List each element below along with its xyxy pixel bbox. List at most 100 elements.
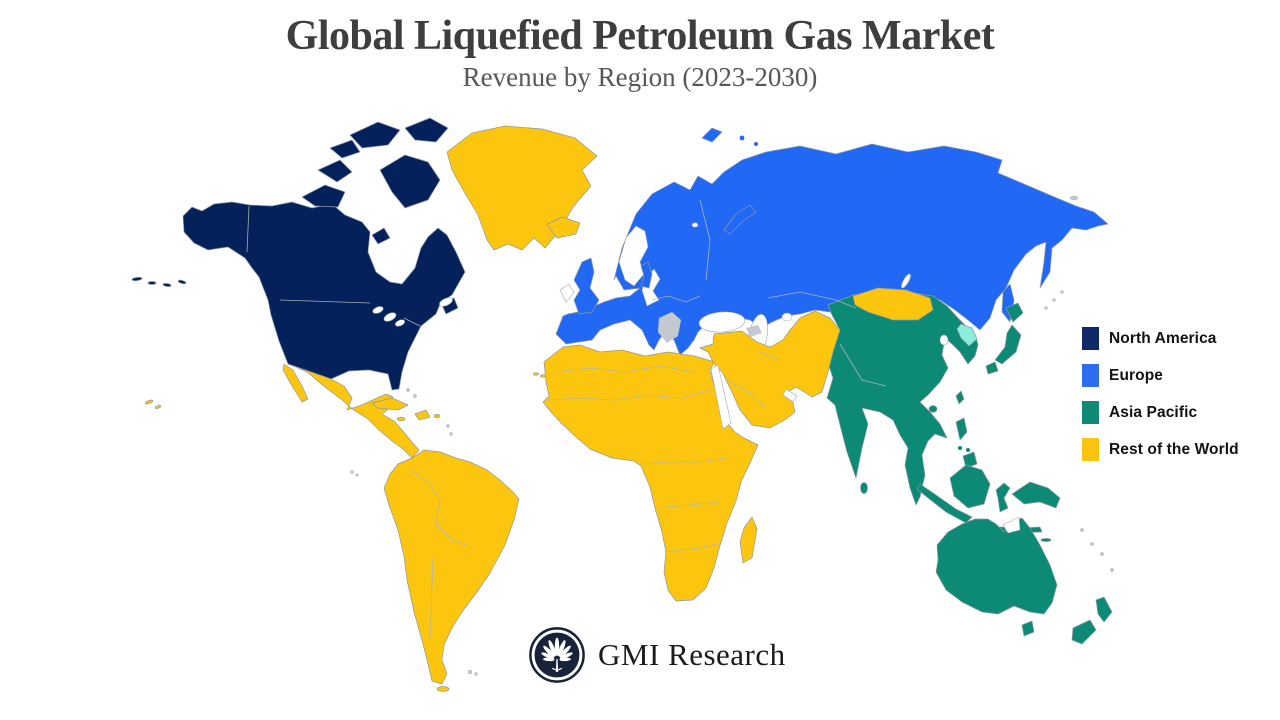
aleutian-island [131,276,143,282]
asia-mainland [826,290,979,506]
swatch-rect [1082,364,1099,387]
palm-roots [551,667,563,671]
palm-frond [557,640,566,657]
aral-sea [781,312,793,322]
legend-swatch-north-america [1082,327,1099,350]
lake-baikal [901,273,911,289]
region-asia-pacific [826,290,1113,645]
pacific-island [1110,568,1114,572]
swatch-rect [1082,438,1099,461]
svalbard [701,127,723,143]
tierra-del-fuego [436,686,450,692]
border-china-india [839,343,887,387]
sweden-uncolored [618,225,649,287]
franz-josef-land [739,135,745,141]
lesser-antilles [449,432,453,436]
na-island-ellesmere [349,121,401,149]
eurasia-blue [555,143,1109,356]
palm-frond [559,652,573,660]
legend-item-europe: Europe [1082,364,1239,387]
denmark-group [640,261,653,289]
pacific-island [1080,528,1084,532]
aleutian-island [162,283,172,287]
border-africa-equator [640,457,727,465]
middle-east-water-cutouts [710,364,798,430]
swatch-rect [1082,401,1099,424]
palm-frond [543,657,555,662]
na-water-cutouts [372,297,453,327]
legend-swatch-europe [1082,364,1099,387]
great-lake [383,312,397,322]
iceland [546,216,581,239]
bohai-gulf [939,334,949,346]
africa [542,344,759,602]
aleutian-island [147,281,157,285]
border-us-canada [279,299,421,327]
legend: North America Europe Asia Pacific Rest o… [1082,327,1239,475]
palm-trunk [555,658,559,672]
country-borders [246,199,887,641]
bahamas [406,388,410,392]
palm-frond [543,645,555,658]
mongolia [852,287,934,321]
palm-frond [554,637,560,656]
japan-honshu [994,324,1022,365]
cuba [371,397,409,411]
hainan [928,405,938,413]
new-siberian-island [983,165,989,171]
mexico-central-america [287,363,420,459]
na-island-baffin [379,154,441,209]
legend-label: Europe [1109,366,1163,384]
region-rest-of-world-east [533,287,934,602]
palm-frond [541,652,555,660]
falklands [468,670,473,675]
sulawesi [995,482,1011,513]
legend-label: Asia Pacific [1109,403,1198,421]
page-title: Global Liquefied Petroleum Gas Market [285,13,995,59]
border-africa-south [654,501,721,553]
brand-name: GMI Research [598,637,786,672]
philippines-mindanao [962,451,978,469]
new-zealand-south [1071,619,1097,645]
lake-ladoga [691,222,699,228]
region-north-america [131,117,466,391]
gulf-of-carpentaria [1002,516,1021,534]
hawaii [154,405,162,409]
legend-label: Rest of the World [1109,440,1239,458]
japan-hokkaido [1005,302,1024,323]
novaya-zemlya [723,204,757,235]
canary-island [540,374,546,378]
border-east-europe [651,199,711,303]
palm-frond [559,657,571,662]
neutral-islands [350,195,1114,676]
puerto-rico [433,414,441,418]
kuril-island [1060,290,1064,294]
south-america [383,449,520,685]
na-island-southampton [371,227,391,245]
persian-gulf [782,388,798,403]
kuril-island [1052,298,1056,302]
wrangel-island [1069,195,1079,200]
new-zealand-north [1095,596,1113,623]
philippines-visayas [958,446,962,450]
asia-water-cutouts [939,334,1021,534]
legend-item-north-america: North America [1082,327,1239,350]
region-europe [555,127,1109,361]
bahamas [413,394,417,398]
falklands [474,672,478,676]
legend-label: North America [1109,329,1217,347]
denmark [640,261,653,289]
border-south-america [409,469,469,641]
middle-east-central-asia [699,310,841,429]
lesser-sunda [1040,538,1052,542]
pacific-island [1100,552,1104,556]
franz-josef-land [754,142,758,146]
borneo [949,464,991,509]
border-kazakhstan [767,291,857,309]
ireland-uncolored [559,283,575,303]
border-arabia [725,351,781,409]
hispaniola [414,409,431,421]
great-lake [395,319,405,327]
